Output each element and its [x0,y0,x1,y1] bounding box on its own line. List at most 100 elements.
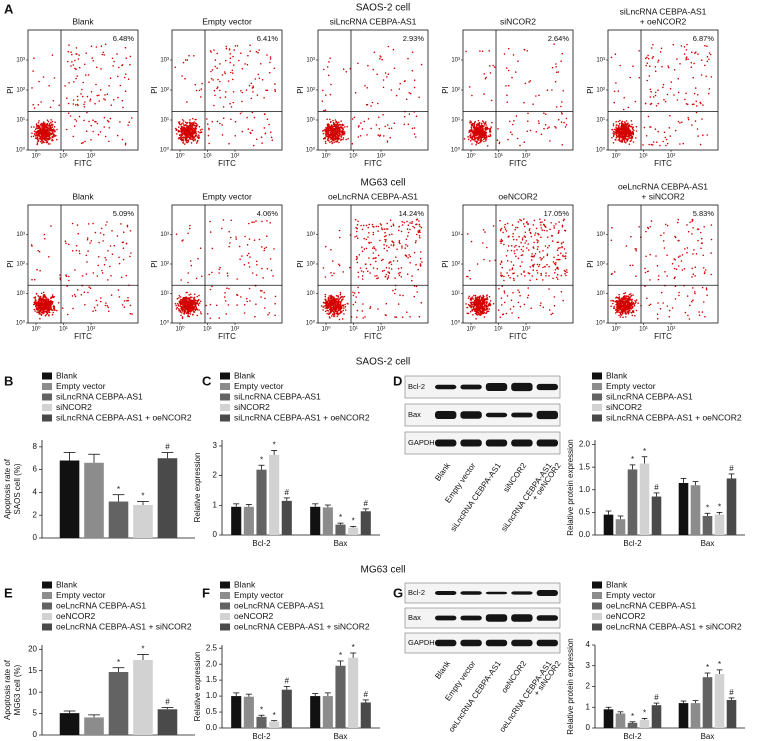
gate-percentage: 5.83% [693,209,715,218]
y-tick-label: 10² [160,262,169,268]
lane-label: siNCOR2 [502,461,529,494]
y-tick-label: 10³ [596,232,605,238]
bar [615,519,626,535]
bar [269,721,280,728]
bar [310,506,321,535]
legend-label: Blank [56,370,78,380]
significance-marker: # [729,464,734,473]
blot-band [536,590,558,596]
bar [702,516,713,535]
y-axis-label: SAOS cell (%) [13,463,22,514]
legend-swatch [592,613,602,620]
y-axis-label: Relative protein expression [566,439,575,536]
x-tick-label: 10¹ [349,154,358,160]
legend-swatch [42,393,52,401]
bar [726,699,737,728]
x-axis-label: FITC [364,332,382,341]
gate-percentage: 17.05% [544,209,570,218]
blot-band [536,439,558,447]
y-tick-label: 10¹ [16,291,25,297]
legend-swatch [592,623,602,631]
y-axis-label: PI [150,86,159,94]
blot-band [511,591,533,595]
blot-band [460,439,482,447]
significance-marker: * [352,517,355,526]
x-tick-label: Bcl-2 [252,539,271,548]
legend-label: Empty vector [234,590,284,600]
y-tick-label: 10² [451,262,460,268]
y-tick-label: 10¹ [16,118,25,124]
y-tick-label: 10¹ [160,118,169,124]
legend-swatch [592,581,602,589]
plot-title: oeLncRNA CEBPA-AS1 [618,181,708,191]
panel-label: E [4,585,13,600]
y-tick-label: 10³ [451,232,460,238]
x-tick-label: 10¹ [349,327,358,333]
legend-swatch [42,383,52,390]
y-tick-label: 4 [586,640,591,649]
legend-swatch [592,602,602,610]
plot-title: oeLncRNA CEBPA-AS1 [328,191,418,201]
blot-strip [404,375,561,399]
blot-band [460,411,482,419]
y-tick-label: 10¹ [596,291,605,297]
significance-marker: * [631,712,634,721]
legend-label: Empty vector [56,381,106,391]
blot-band [536,383,558,391]
x-tick-label: 10² [87,154,96,160]
y-axis-label: PI [586,260,595,268]
x-tick-label: Bax [334,539,348,548]
significance-marker: # [285,488,290,497]
legend-swatch [592,372,602,380]
legend-swatch [220,592,230,599]
legend-swatch [592,383,602,390]
bar [714,674,725,728]
y-tick-label: 10¹ [306,291,315,297]
blot-band [460,639,482,647]
legend-label: siLncRNA CEBPA-AS1 + oeNCOR2 [606,412,742,422]
bar [108,672,129,735]
significance-marker: * [260,455,263,464]
y-tick-label: 0 [33,730,38,739]
x-tick-label: 10² [522,154,531,160]
event-dots [30,221,133,320]
legend-swatch [592,414,602,422]
bar [639,463,650,535]
legend-label: oeNCOR2 [234,611,273,621]
bar [348,657,359,728]
x-tick-label: 10² [667,327,676,333]
y-axis-label: Relative expression [193,652,202,722]
significance-marker: # [729,688,734,697]
legend-label: oeLncRNA CEBPA-AS1 [56,600,146,610]
bar [310,696,321,728]
y-tick-label: 10² [16,262,25,268]
blot-band [536,639,558,647]
legend-swatch [220,623,230,631]
y-tick-label: 2 [586,682,591,691]
blot-band [511,412,533,418]
legend-label: oeLncRNA CEBPA-AS1 [234,600,324,610]
y-tick-label: 0.5 [579,507,591,516]
panel-label: B [4,373,13,388]
legend-swatch [42,592,52,599]
bar [335,665,346,728]
event-dots [174,44,277,147]
x-axis-label: FITC [74,159,92,168]
x-axis-label: FITC [509,332,527,341]
y-tick-label: 10⁰ [596,147,606,154]
y-tick-label: 0 [213,530,218,539]
x-tick-label: 10¹ [59,327,68,333]
y-tick-label: 10⁰ [596,320,606,327]
plot-title: oeNCOR2 [498,191,537,201]
y-tick-label: 10² [451,88,460,94]
panel-label: G [393,585,403,600]
y-tick-label: 10¹ [451,291,460,297]
legend-swatch [220,613,230,620]
section-title: SAOS-2 cell [356,3,410,14]
y-tick-label: 10³ [596,58,605,64]
x-axis-label: FITC [218,332,236,341]
y-tick-label: 10² [306,262,315,268]
bar [690,703,701,728]
blot-band [435,615,457,621]
blot-band [460,591,482,595]
